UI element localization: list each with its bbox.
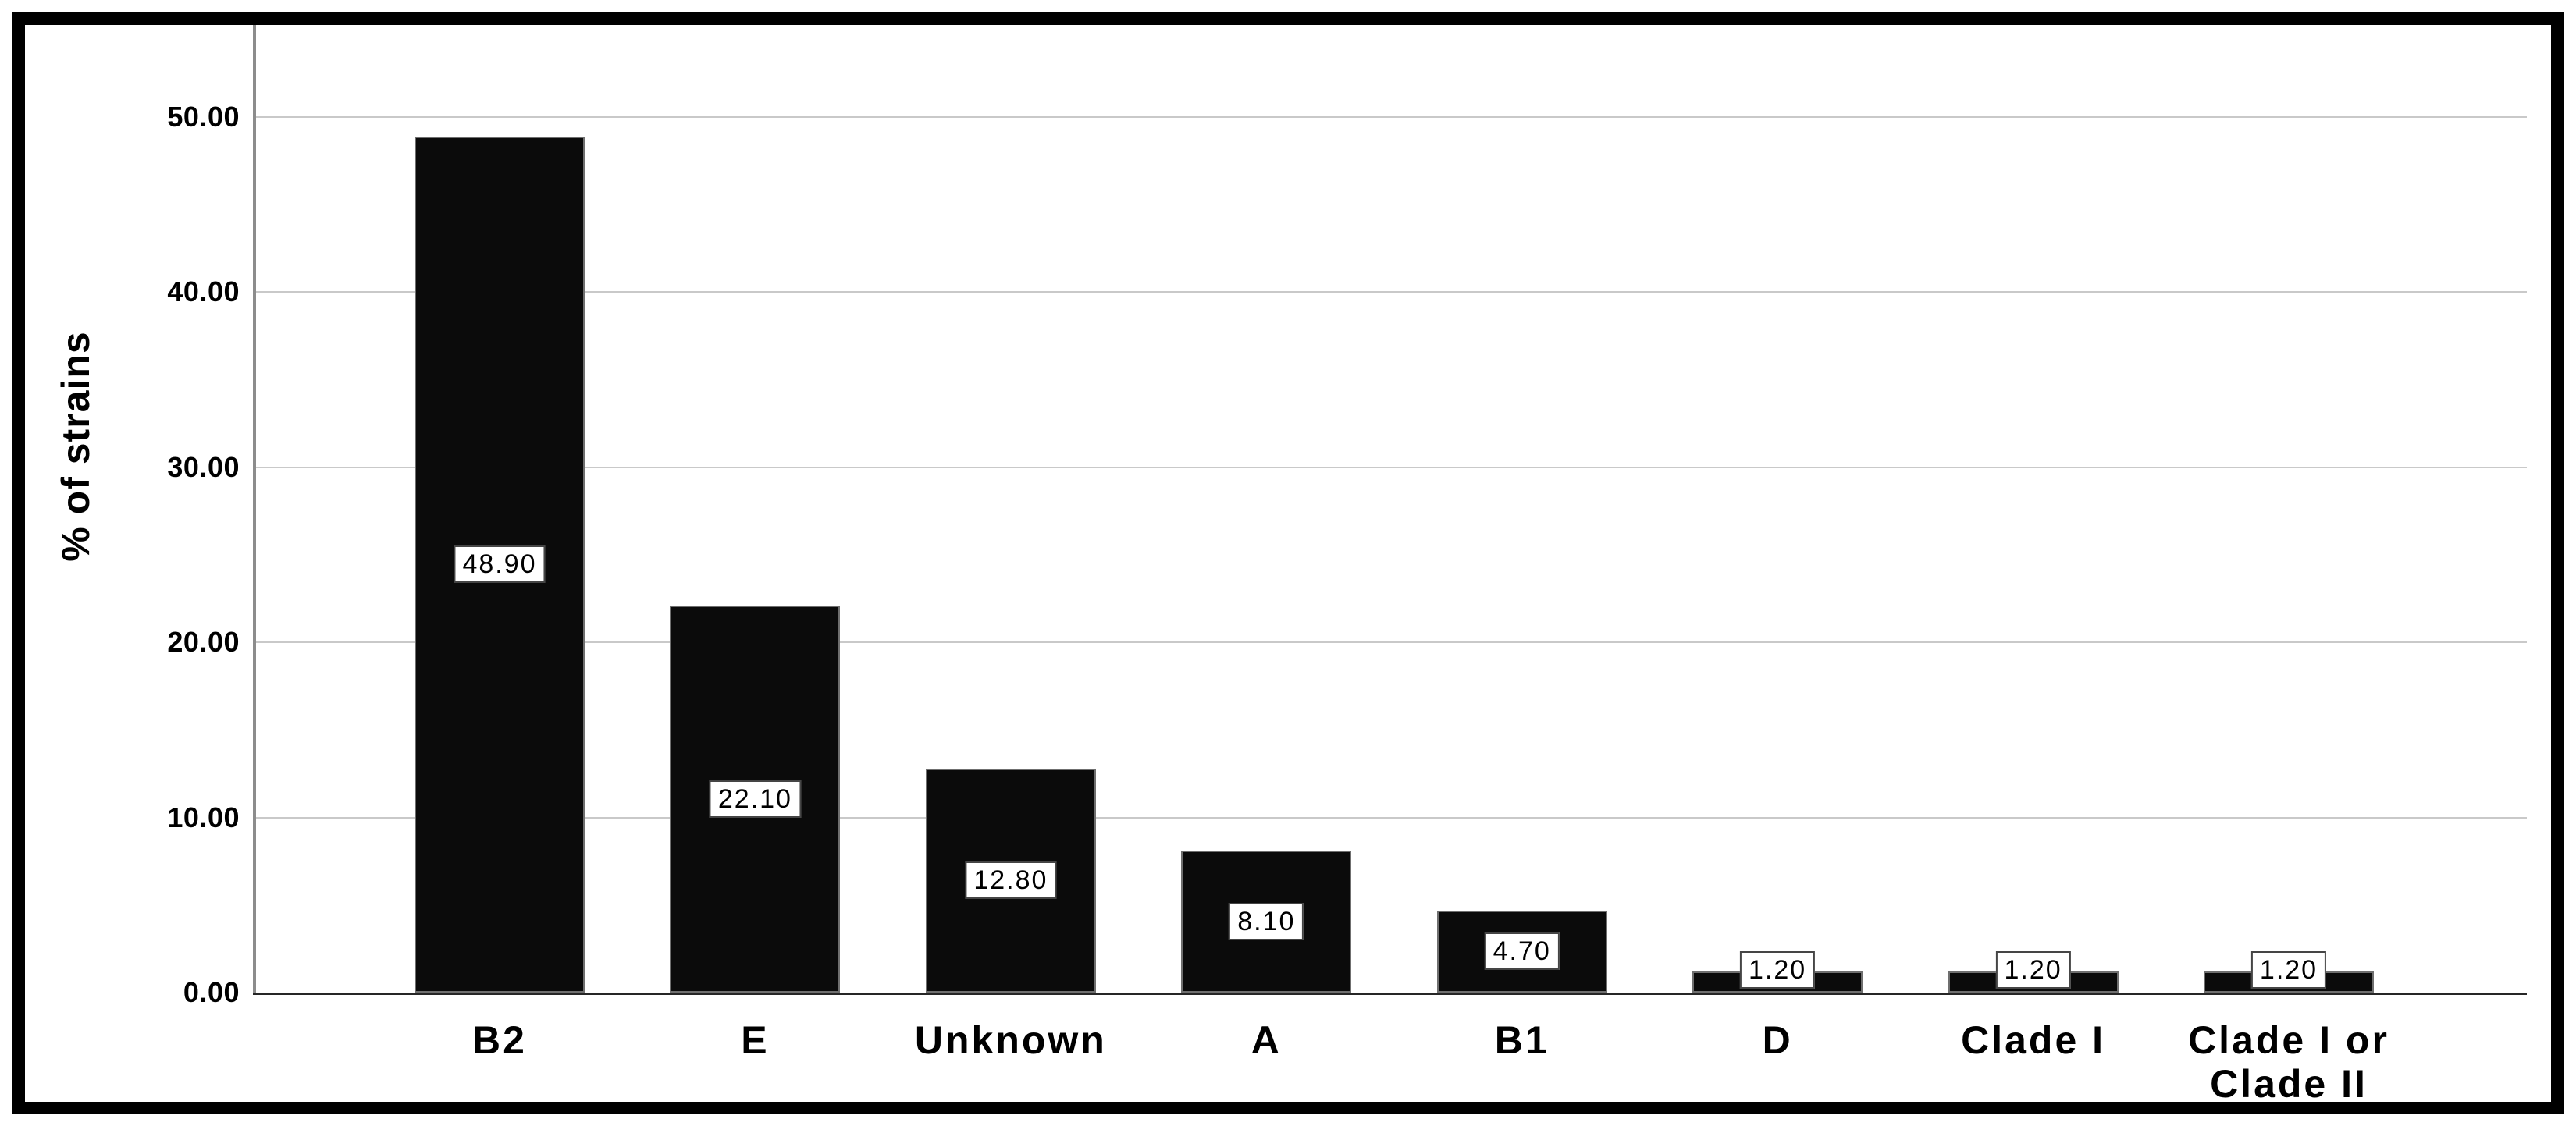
bar-value-label: 22.10	[709, 780, 801, 818]
x-category-label: Clade I or Clade II	[2188, 1018, 2389, 1106]
x-category-label: D	[1762, 1018, 1793, 1062]
x-axis-baseline	[253, 993, 2527, 995]
x-category-label: Clade I	[1961, 1018, 2106, 1062]
bar-b2	[415, 137, 585, 993]
x-category-label: A	[1251, 1018, 1282, 1062]
x-category-label: E	[741, 1018, 770, 1062]
gridline-30.00	[255, 466, 2527, 468]
bar-value-label: 1.20	[1740, 951, 1816, 989]
x-category-label: B2	[472, 1018, 527, 1062]
figure-frame	[12, 12, 2564, 1114]
y-tick-label: 30.00	[167, 450, 240, 483]
gridline-10.00	[255, 816, 2527, 819]
gridline-20.00	[255, 641, 2527, 644]
gridline-40.00	[255, 291, 2527, 293]
y-axis-title: % of strains	[54, 331, 98, 562]
x-category-label: Unknown	[914, 1018, 1107, 1062]
bar-value-label: 4.70	[1484, 932, 1560, 970]
y-tick-label: 50.00	[167, 101, 240, 133]
x-category-label: B1	[1494, 1018, 1550, 1062]
bar-value-label: 12.80	[965, 861, 1057, 899]
gridline-50.00	[255, 116, 2527, 118]
y-tick-label: 20.00	[167, 626, 240, 659]
plot-area: 0.00 10.00 20.00 30.00 40.00 50.00 48.90 22.10…	[167, 25, 2527, 1106]
bar-value-label: 48.90	[454, 545, 546, 583]
y-tick-label: 0.00	[183, 976, 240, 1008]
bar-value-label: 1.20	[1995, 951, 2071, 989]
y-tick-label: 10.00	[167, 801, 240, 833]
y-axis-line	[253, 25, 256, 995]
bar-value-label: 8.10	[1229, 903, 1304, 940]
y-tick-label: 40.00	[167, 275, 240, 308]
bar-value-label: 1.20	[2250, 951, 2327, 989]
